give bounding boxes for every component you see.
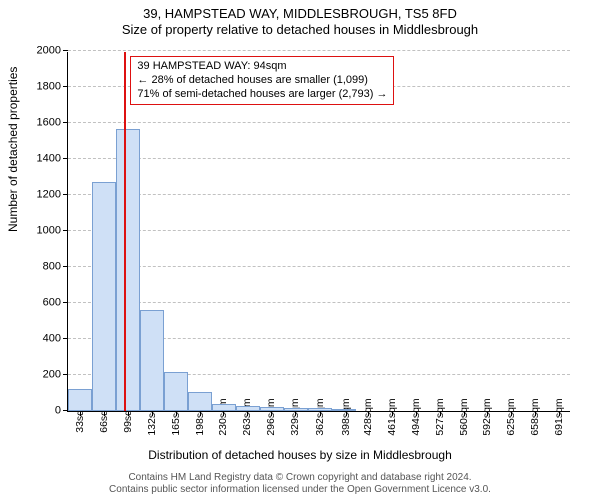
x-tick-mark [511, 411, 512, 416]
x-tick-label: 263sqm [242, 398, 253, 435]
x-tick-label: 527sqm [434, 398, 445, 435]
x-tick-mark [320, 411, 321, 416]
y-axis-label: Number of detached properties [6, 67, 20, 232]
histogram-chart: 020040060080010001200140016001800200033s… [67, 52, 570, 412]
y-tick-label: 1200 [37, 190, 61, 201]
annotation-line: 71% of semi-detached houses are larger (… [137, 88, 387, 102]
gridline [68, 302, 570, 303]
y-tick-label: 400 [43, 334, 61, 345]
x-axis-label: Distribution of detached houses by size … [0, 448, 600, 462]
y-tick-mark [63, 122, 68, 123]
x-tick-mark [271, 411, 272, 416]
y-tick-label: 800 [43, 262, 61, 273]
x-tick-mark [176, 411, 177, 416]
footer-line-2: Contains public sector information licen… [0, 484, 600, 496]
x-tick-label: 560sqm [458, 398, 469, 435]
y-tick-label: 1600 [37, 118, 61, 129]
histogram-bar [284, 408, 308, 411]
gridline [68, 158, 570, 159]
y-tick-label: 200 [43, 370, 61, 381]
histogram-bar [92, 182, 116, 411]
x-tick-label: 494sqm [410, 398, 421, 435]
x-tick-mark [559, 411, 560, 416]
histogram-bar [260, 407, 284, 411]
x-tick-mark [368, 411, 369, 416]
x-tick-mark [200, 411, 201, 416]
x-tick-label: 296sqm [266, 398, 277, 435]
x-tick-mark [223, 411, 224, 416]
y-tick-mark [63, 50, 68, 51]
reference-line [124, 52, 126, 411]
y-tick-label: 0 [55, 406, 61, 417]
x-tick-label: 691sqm [554, 398, 565, 435]
gridline [68, 266, 570, 267]
annotation-line: 39 HAMPSTEAD WAY: 94sqm [137, 60, 387, 74]
x-tick-mark [440, 411, 441, 416]
chart-title-main: 39, HAMPSTEAD WAY, MIDDLESBROUGH, TS5 8F… [0, 6, 600, 22]
y-tick-mark [63, 302, 68, 303]
x-tick-label: 592sqm [482, 398, 493, 435]
y-tick-label: 1000 [37, 226, 61, 237]
x-tick-mark [295, 411, 296, 416]
gridline [68, 230, 570, 231]
y-tick-mark [63, 194, 68, 195]
x-tick-mark [247, 411, 248, 416]
x-tick-mark [392, 411, 393, 416]
x-tick-label: 461sqm [386, 398, 397, 435]
y-tick-mark [63, 374, 68, 375]
x-tick-label: 362sqm [314, 398, 325, 435]
y-tick-mark [63, 158, 68, 159]
histogram-bar [308, 408, 332, 411]
histogram-bar [68, 389, 92, 412]
x-tick-label: 625sqm [506, 398, 517, 435]
y-tick-mark [63, 338, 68, 339]
y-tick-label: 1800 [37, 82, 61, 93]
footer-line-1: Contains HM Land Registry data © Crown c… [0, 472, 600, 484]
y-tick-label: 1400 [37, 154, 61, 165]
x-tick-mark [416, 411, 417, 416]
y-tick-mark [63, 230, 68, 231]
x-tick-mark [104, 411, 105, 416]
x-tick-mark [152, 411, 153, 416]
chart-footer: Contains HM Land Registry data © Crown c… [0, 472, 600, 496]
histogram-bar [236, 406, 260, 411]
histogram-bar [212, 404, 236, 411]
x-tick-mark [535, 411, 536, 416]
gridline [68, 50, 570, 51]
x-tick-mark [128, 411, 129, 416]
histogram-bar [140, 310, 164, 411]
y-tick-mark [63, 86, 68, 87]
x-tick-mark [464, 411, 465, 416]
chart-title-sub: Size of property relative to detached ho… [0, 22, 600, 38]
histogram-bar [332, 409, 356, 411]
x-tick-label: 428sqm [362, 398, 373, 435]
x-tick-mark [346, 411, 347, 416]
gridline [68, 194, 570, 195]
histogram-bar [116, 129, 140, 411]
gridline [68, 122, 570, 123]
x-tick-label: 658sqm [530, 398, 541, 435]
y-tick-label: 2000 [37, 46, 61, 57]
annotation-line: ← 28% of detached houses are smaller (1,… [137, 74, 387, 88]
x-tick-mark [487, 411, 488, 416]
histogram-bar [188, 392, 212, 411]
x-tick-label: 329sqm [290, 398, 301, 435]
y-tick-mark [63, 266, 68, 267]
histogram-bar [164, 372, 188, 411]
x-tick-mark [80, 411, 81, 416]
annotation-box: 39 HAMPSTEAD WAY: 94sqm← 28% of detached… [130, 56, 394, 105]
y-tick-label: 600 [43, 298, 61, 309]
x-tick-label: 398sqm [340, 398, 351, 435]
